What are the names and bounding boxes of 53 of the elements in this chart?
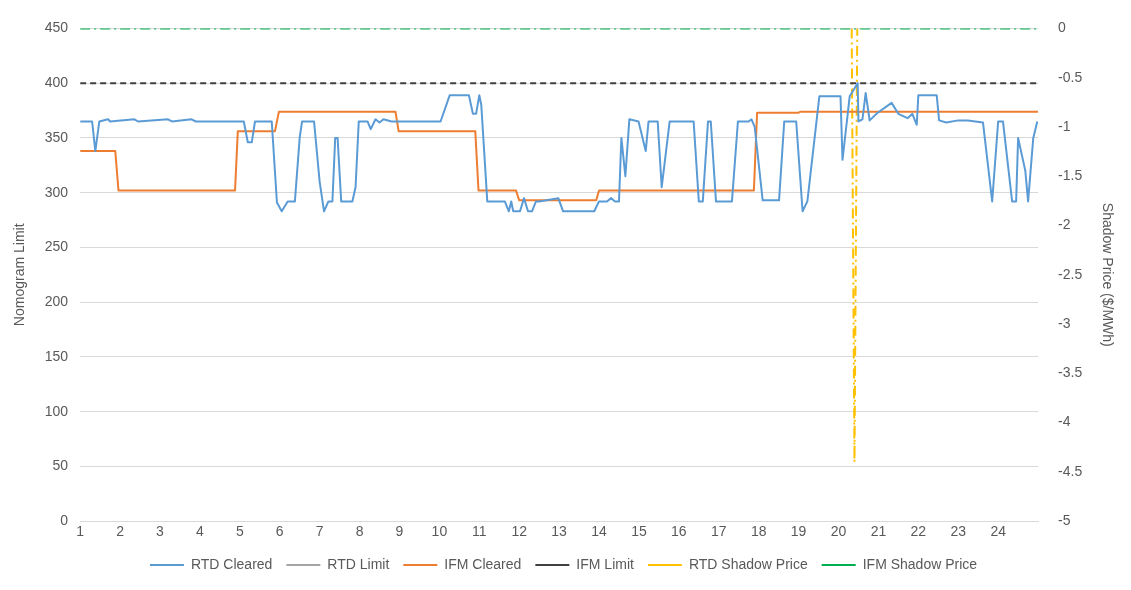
y-axis-title: Nomogram Limit (11, 223, 28, 327)
x-tick-label: 23 (950, 523, 967, 540)
y2-tick-label: -1 (1058, 117, 1071, 134)
x-tick-label: 13 (551, 523, 568, 540)
y-tick-label: 450 (44, 19, 69, 36)
legend-label: IFM Shadow Price (862, 555, 978, 572)
y-tick-label: 250 (44, 238, 69, 255)
y2-tick-label: -0.5 (1058, 68, 1083, 85)
x-tick-label: 20 (830, 523, 847, 540)
y2-tick-label: -5 (1058, 512, 1071, 529)
legend-label: IFM Limit (576, 555, 635, 572)
y2-tick-label: -2.5 (1058, 265, 1083, 282)
y2-tick-label: -1.5 (1058, 167, 1083, 184)
y-tick-label: 200 (44, 293, 69, 310)
x-tick-label: 15 (631, 523, 647, 540)
x-tick-label: 4 (196, 523, 204, 540)
x-tick-label: 9 (395, 523, 404, 540)
legend-label: RTD Shadow Price (688, 555, 808, 572)
legend-label: RTD Cleared (190, 555, 273, 572)
x-tick-label: 18 (750, 523, 767, 540)
y2-tick-label: 0 (1058, 19, 1067, 36)
x-tick-label: 1 (76, 523, 85, 540)
y2-axis-title: Shadow Price ($/MWh) (1099, 202, 1116, 347)
x-tick-label: 17 (710, 523, 727, 540)
y-tick-label: 350 (44, 128, 69, 145)
x-tick-label: 22 (910, 523, 927, 540)
x-tick-label: 3 (156, 523, 165, 540)
x-tick-label: 8 (355, 523, 364, 540)
y2-tick-label: -4 (1058, 413, 1071, 430)
x-tick-label: 6 (275, 523, 284, 540)
y-tick-label: 150 (44, 347, 69, 364)
legend-label: IFM Cleared (444, 555, 522, 572)
x-tick-label: 21 (870, 523, 887, 540)
x-tick-label: 2 (116, 523, 125, 540)
legend-label: RTD Limit (327, 555, 390, 572)
y-tick-label: 50 (52, 457, 69, 474)
y2-tick-label: -3 (1058, 314, 1071, 331)
x-tick-label: 10 (431, 523, 448, 540)
x-tick-label: 16 (671, 523, 687, 540)
y2-tick-label: -2 (1058, 216, 1071, 233)
y-tick-label: 0 (60, 512, 69, 529)
x-tick-label: 5 (235, 523, 244, 540)
x-tick-label: 19 (790, 523, 807, 540)
x-tick-label: 14 (591, 523, 608, 540)
x-tick-label: 11 (472, 523, 487, 540)
x-tick-label: 7 (315, 523, 324, 540)
y-tick-label: 400 (44, 74, 69, 91)
y-tick-label: 100 (44, 402, 69, 419)
x-tick-label: 24 (990, 523, 1007, 540)
y2-tick-label: -4.5 (1058, 462, 1083, 479)
x-tick-label: 12 (511, 523, 528, 540)
y2-tick-label: -3.5 (1058, 364, 1083, 381)
y-tick-label: 300 (44, 183, 69, 200)
